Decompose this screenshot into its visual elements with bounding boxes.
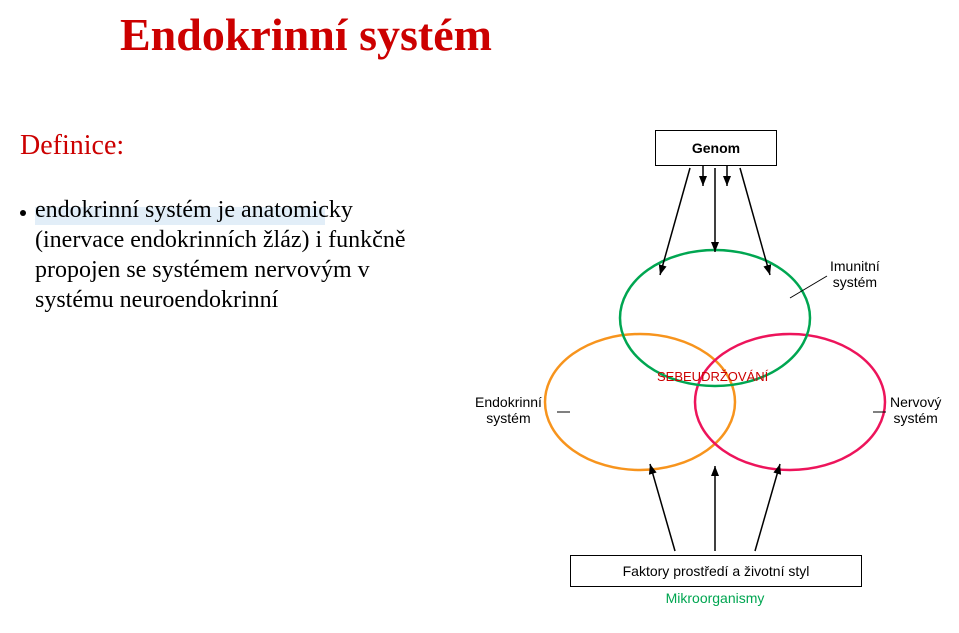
- slide-page: Endokrinní systém Definice: endokrinní s…: [0, 0, 959, 633]
- bullet-dot: [20, 210, 26, 216]
- mikro-label: Mikroorganismy: [600, 590, 830, 606]
- bullet-line-4: systému neuroendokrinní: [35, 287, 278, 313]
- bullet-line-1: endokrinní systém je anatomicky: [35, 197, 353, 223]
- genom-box: Genom: [655, 130, 777, 166]
- page-title: Endokrinní systém: [120, 8, 492, 61]
- bullet-paragraph: endokrinní systém je anatomicky (inervac…: [35, 195, 465, 315]
- factors-box: Faktory prostředí a životní styl: [570, 555, 862, 587]
- label-endokrinni: Endokrinní systém: [475, 394, 542, 426]
- definition-heading: Definice:: [20, 130, 124, 162]
- label-imunitni: Imunitní systém: [830, 258, 880, 290]
- venn-diagram: Genom Faktory prostředí a životní styl M…: [480, 130, 950, 620]
- label-core: SEBEUDRŽOVÁNÍ: [657, 370, 768, 385]
- bullet-line-2: (inervace endokrinních žláz) i funkčně: [35, 227, 405, 253]
- label-nervovy: Nervový systém: [890, 394, 941, 426]
- bullet-line-3: propojen se systémem nervovým v: [35, 257, 370, 283]
